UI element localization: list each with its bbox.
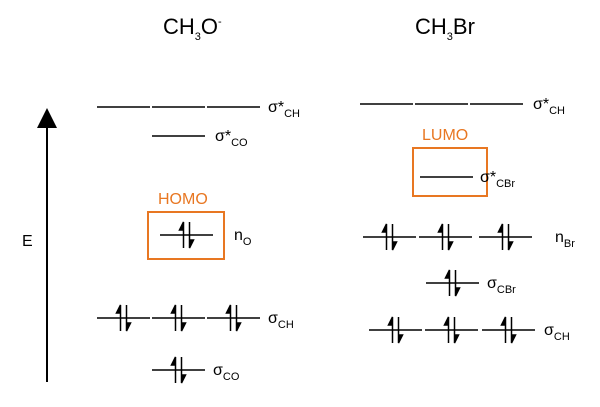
- right-title: CH3Br: [415, 14, 475, 43]
- right-level-3-electron-up-0: [444, 269, 451, 296]
- right-level-3-electron-down-0: [454, 270, 461, 297]
- right-level-2-electron-up-1: [437, 223, 444, 250]
- right-level-3-label: σCBr: [487, 275, 516, 296]
- left-level-3-electron-up-2: [225, 304, 232, 331]
- lumo-label: LUMO: [422, 127, 468, 144]
- left-level-2-electron-up-0: [178, 221, 185, 248]
- right-level-1-label: σ*CBr: [480, 169, 515, 190]
- right-level-2-electron-down-1: [447, 224, 454, 251]
- lumo-box: [412, 147, 488, 197]
- right-level-4-electron-down-1: [453, 317, 460, 344]
- left-level-3-electron-down-0: [125, 305, 132, 332]
- left-level-3-electron-down-1: [180, 305, 187, 332]
- energy-axis-label: E: [22, 233, 33, 250]
- left-level-4-electron-up-0: [170, 356, 177, 383]
- left-level-2-electron-down-0: [188, 222, 195, 249]
- left-title: CH3O-: [163, 14, 222, 43]
- left-level-0-label: σ*CH: [268, 99, 300, 120]
- right-level-4-electron-up-2: [500, 316, 507, 343]
- right-level-4-electron-down-2: [510, 317, 517, 344]
- homo-label: HOMO: [158, 191, 208, 208]
- left-level-4-label: σCO: [213, 362, 240, 383]
- right-level-4-electron-up-1: [443, 316, 450, 343]
- right-level-2-electron-down-0: [391, 224, 398, 251]
- left-level-3-electron-down-2: [235, 305, 242, 332]
- right-level-4-electron-up-0: [387, 316, 394, 343]
- right-level-2-electron-up-0: [381, 223, 388, 250]
- right-level-0-label: σ*CH: [533, 96, 565, 117]
- right-level-4-label: σCH: [544, 322, 570, 343]
- right-level-4-electron-down-0: [397, 317, 404, 344]
- left-level-4-electron-down-0: [180, 357, 187, 384]
- right-level-2-electron-down-2: [507, 224, 514, 251]
- right-level-2-label: nBr: [555, 229, 575, 250]
- right-level-2-electron-up-2: [497, 223, 504, 250]
- left-level-3-label: σCH: [268, 310, 294, 331]
- left-level-2-label: nO: [234, 227, 252, 248]
- left-level-3-electron-up-1: [170, 304, 177, 331]
- left-level-3-electron-up-0: [115, 304, 122, 331]
- homo-box: [147, 211, 225, 260]
- left-level-1-label: σ*CO: [215, 128, 248, 149]
- orbital-levels: σ*CH σ*CO nO σCH σCO σ*CH σ*CBr nBr σCBr σCH: [97, 96, 575, 384]
